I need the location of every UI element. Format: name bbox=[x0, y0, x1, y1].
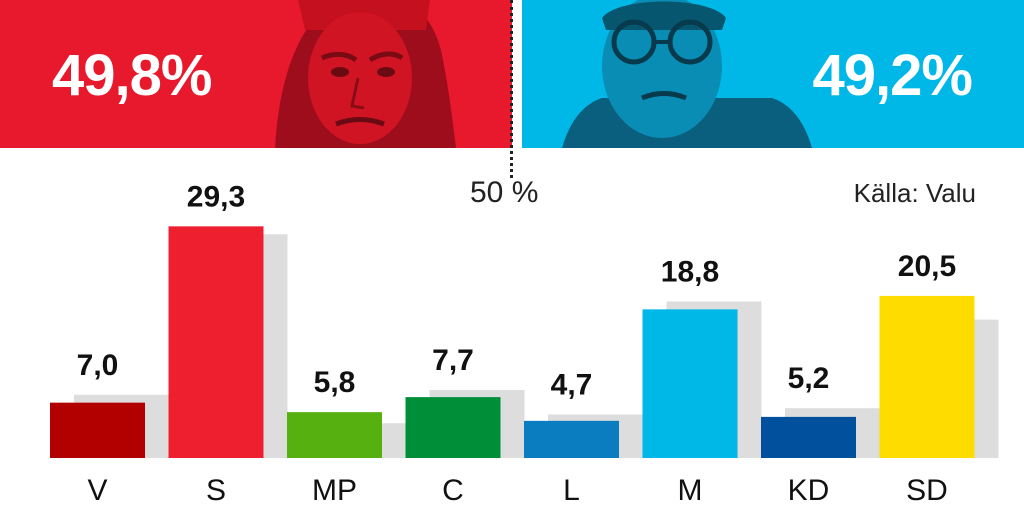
threshold-label: 50 % bbox=[470, 176, 539, 209]
bar-l bbox=[524, 420, 619, 458]
value-label-m: 18,8 bbox=[661, 255, 719, 288]
value-label-v: 7,0 bbox=[77, 349, 119, 382]
category-label-s: S bbox=[206, 474, 226, 507]
bar-m bbox=[642, 309, 738, 458]
category-label-l: L bbox=[563, 474, 580, 507]
category-label-m: M bbox=[678, 474, 703, 507]
left-bloc-percent: 49,8% bbox=[52, 43, 212, 108]
bar-mp bbox=[287, 412, 382, 458]
right-bloc-percent: 49,2% bbox=[812, 43, 973, 108]
bar-kd bbox=[761, 416, 856, 458]
value-label-l: 4,7 bbox=[551, 369, 593, 402]
bar-sd bbox=[879, 295, 975, 458]
value-label-s: 29,3 bbox=[187, 180, 245, 213]
value-label-c: 7,7 bbox=[432, 344, 474, 377]
category-label-v: V bbox=[87, 474, 107, 507]
category-label-sd: SD bbox=[906, 474, 948, 507]
left-bloc-panel: 49,8% bbox=[0, 0, 512, 148]
category-label-c: C bbox=[442, 474, 464, 507]
bar-v bbox=[50, 402, 145, 458]
bar-c bbox=[405, 397, 501, 458]
source-label: Källa: Valu bbox=[853, 178, 976, 208]
category-label-kd: KD bbox=[788, 474, 830, 507]
value-label-mp: 5,8 bbox=[314, 366, 356, 399]
value-label-kd: 5,2 bbox=[788, 362, 830, 395]
right-bloc-panel: 49,2% bbox=[522, 0, 1024, 148]
category-label-mp: MP bbox=[312, 474, 357, 507]
right-leader-portrait bbox=[562, 0, 812, 148]
bar-s bbox=[168, 226, 264, 458]
left-leader-portrait bbox=[275, 0, 456, 148]
threshold-line bbox=[510, 0, 513, 178]
value-label-sd: 20,5 bbox=[898, 250, 956, 283]
